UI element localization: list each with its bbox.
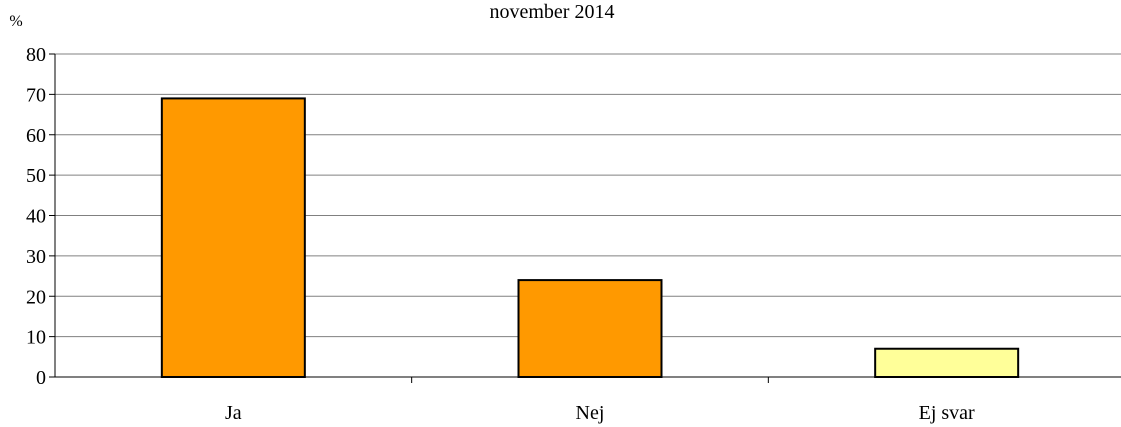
axes (49, 53, 1121, 383)
x-tick-labels: Ja Nej Ej svar (225, 402, 975, 424)
chart-title: november 2014 (490, 1, 615, 23)
y-tick-label-70: 70 (26, 84, 46, 106)
bars (160, 97, 1020, 379)
y-tick-label-50: 50 (26, 165, 46, 187)
y-tick-label-30: 30 (26, 246, 46, 268)
y-axis-label: % (9, 13, 22, 30)
y-tick-labels: 0 10 20 30 40 50 60 70 80 (26, 44, 46, 389)
y-tick-label-40: 40 (26, 206, 46, 228)
bar-ja (160, 97, 306, 378)
y-tick-label-20: 20 (26, 286, 46, 308)
x-tick-label-ej-svar: Ej svar (919, 402, 975, 424)
x-tick-label-nej: Nej (576, 402, 605, 424)
bar-ej-svar (874, 347, 1020, 378)
y-tick-label-10: 10 (26, 327, 46, 349)
y-tick-label-80: 80 (26, 44, 46, 66)
x-tick-label-ja: Ja (225, 402, 242, 424)
bar-nej (517, 279, 663, 379)
y-tick-label-60: 60 (26, 125, 46, 147)
y-tick-label-0: 0 (36, 367, 46, 389)
